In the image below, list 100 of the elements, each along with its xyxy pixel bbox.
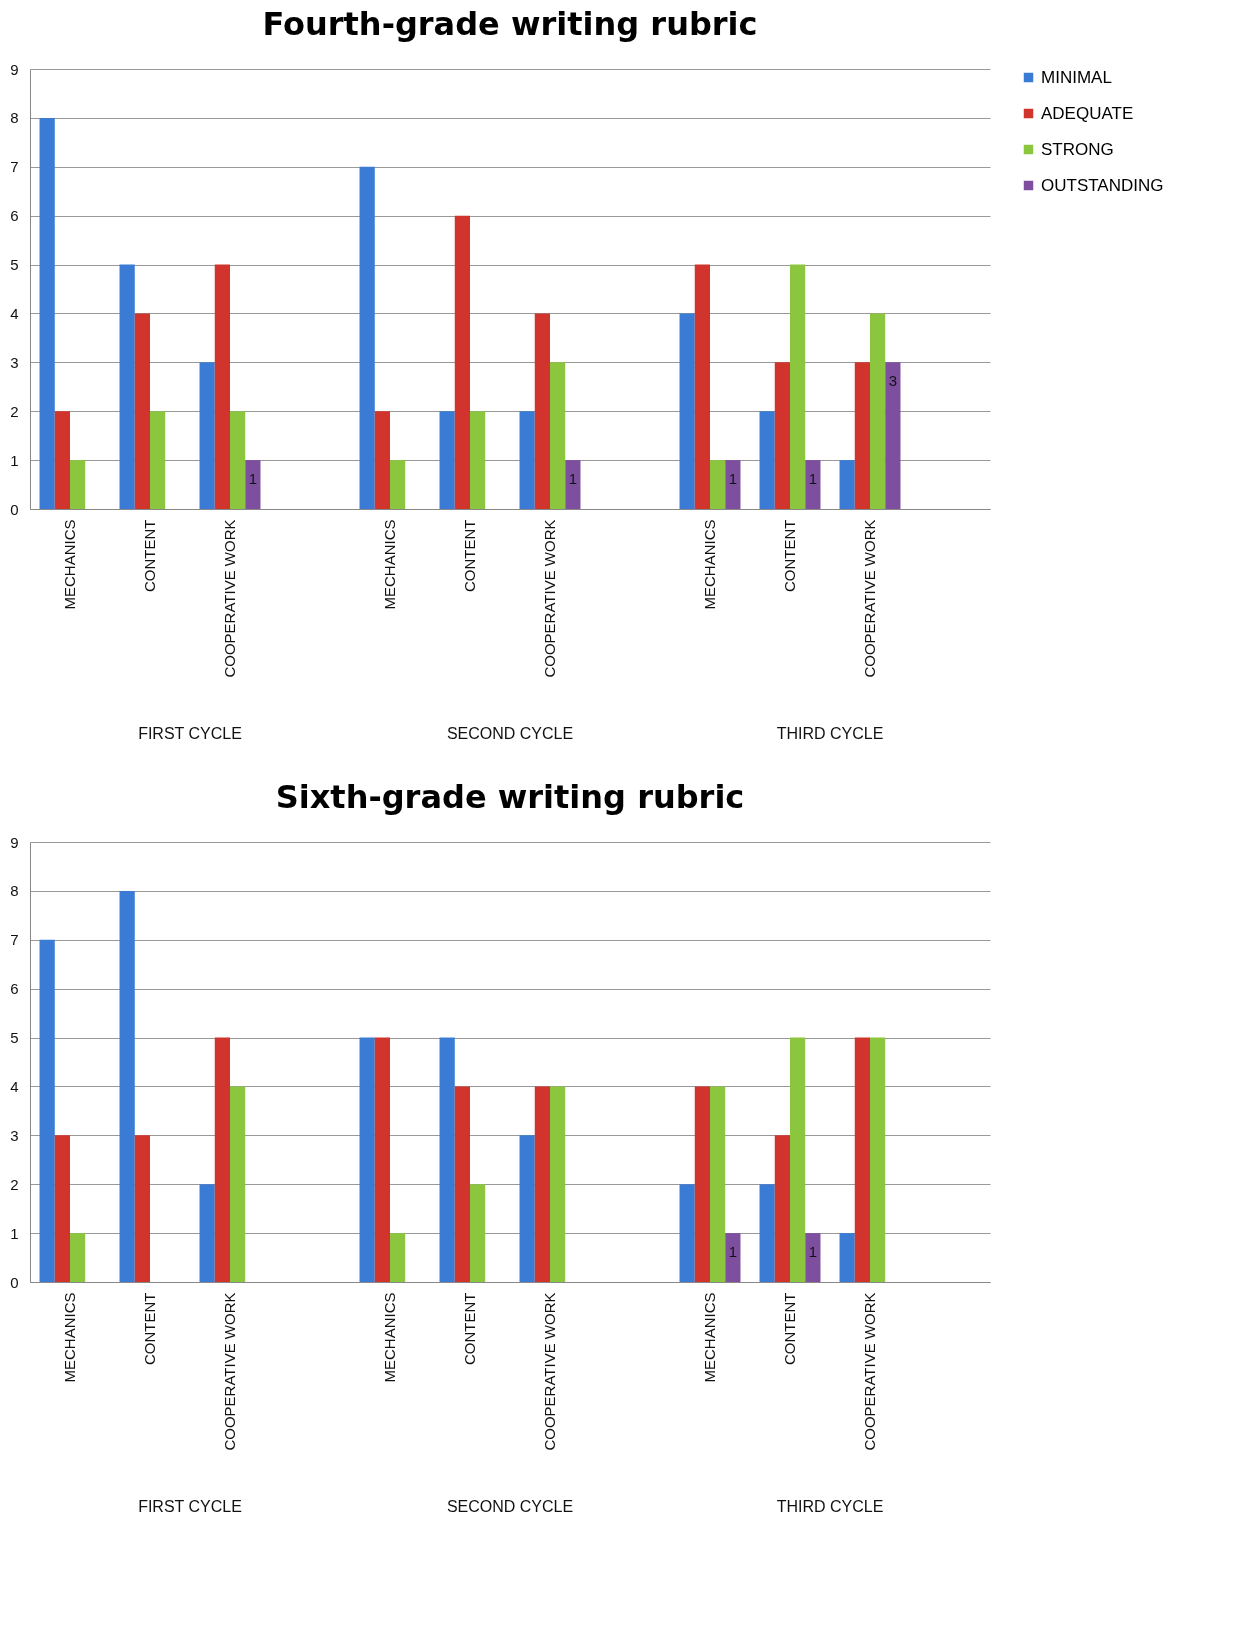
bar <box>39 117 55 509</box>
y-tick-label: 6 <box>10 980 19 998</box>
bar <box>439 411 455 509</box>
bar <box>885 362 901 509</box>
bar <box>119 890 135 1282</box>
bar <box>199 362 215 509</box>
legend-label: OUTSTANDING <box>1041 175 1164 195</box>
bar <box>679 313 695 509</box>
x-tick-label: MECHANICS <box>701 519 718 610</box>
bar <box>519 411 535 509</box>
x-tick-label: CONTENT <box>141 519 158 592</box>
bar <box>759 1184 775 1282</box>
bar <box>565 460 581 509</box>
bar <box>534 313 550 509</box>
data-label: 1 <box>808 1243 818 1261</box>
bar <box>470 1184 486 1282</box>
bar <box>390 1233 406 1282</box>
bar <box>374 411 390 509</box>
x-tick-label: MECHANICS <box>381 519 398 610</box>
x-tick-label: MECHANICS <box>61 1292 78 1383</box>
bar <box>54 411 70 509</box>
x-tick-label: CONTENT <box>141 1292 158 1365</box>
bar <box>774 362 790 509</box>
bar <box>454 215 470 509</box>
bar <box>470 411 486 509</box>
bar <box>790 264 806 509</box>
x-tick-label: MECHANICS <box>61 519 78 610</box>
bar <box>854 362 870 509</box>
x-tick-label: COOPERATIVE WORK <box>541 1292 558 1451</box>
bar <box>230 1086 246 1282</box>
bar <box>839 1233 855 1282</box>
bar <box>39 939 55 1282</box>
bar <box>214 264 230 509</box>
bar <box>454 1086 470 1282</box>
data-label: 3 <box>888 372 898 390</box>
data-label: 1 <box>728 470 738 488</box>
text: SECOND CYCLE <box>446 725 574 742</box>
bar <box>759 411 775 509</box>
y-tick-label: 5 <box>10 1029 19 1047</box>
bar <box>374 1037 390 1282</box>
x-tick-label: COOPERATIVE WORK <box>541 519 558 678</box>
bar <box>725 460 741 509</box>
y-tick-label: 3 <box>10 353 19 371</box>
bar <box>679 1184 695 1282</box>
data-label: 1 <box>808 470 818 488</box>
x-tick-label: COOPERATIVE WORK <box>221 519 238 678</box>
legend-label: STRONG <box>1041 139 1114 159</box>
bar <box>134 313 150 509</box>
bar <box>710 460 726 509</box>
bar <box>359 166 375 509</box>
bar <box>70 1233 86 1282</box>
bar <box>439 1037 455 1282</box>
x-tick-label: COOPERATIVE WORK <box>861 1292 878 1451</box>
bar <box>694 1086 710 1282</box>
data-label: 1 <box>248 470 258 488</box>
x-tick-label: CONTENT <box>461 519 478 592</box>
bar <box>870 313 886 509</box>
bar <box>70 460 86 509</box>
y-tick-label: 5 <box>10 256 19 274</box>
bar <box>245 460 261 509</box>
text: THIRD CYCLE <box>776 725 884 742</box>
y-tick-label: 9 <box>10 60 19 78</box>
text: THIRD CYCLE <box>776 1498 884 1515</box>
bar <box>390 460 406 509</box>
x-tick-label: COOPERATIVE WORK <box>221 1292 238 1451</box>
x-tick-label: MECHANICS <box>381 1292 398 1383</box>
bar <box>774 1135 790 1282</box>
y-tick-label: 0 <box>10 500 19 518</box>
y-tick-label: 4 <box>10 304 19 322</box>
bar <box>550 1086 566 1282</box>
bar <box>870 1037 886 1282</box>
x-tick-label: CONTENT <box>461 1292 478 1365</box>
bar <box>119 264 135 509</box>
bar <box>199 1184 215 1282</box>
legend-label: MINIMAL <box>1041 67 1112 87</box>
data-label: 1 <box>568 470 578 488</box>
y-tick-label: 1 <box>10 451 19 469</box>
bar <box>519 1135 535 1282</box>
chart-title: Sixth-grade writing rubric <box>275 778 745 816</box>
x-tick-label: COOPERATIVE WORK <box>861 519 878 678</box>
bar <box>150 411 166 509</box>
bar <box>54 1135 70 1282</box>
x-tick-label: CONTENT <box>781 1292 798 1365</box>
text: SECOND CYCLE <box>446 1498 574 1515</box>
text: FIRST CYCLE <box>138 725 242 742</box>
y-tick-label: 8 <box>10 109 19 127</box>
legend-label: ADEQUATE <box>1041 103 1134 123</box>
x-tick-label: MECHANICS <box>701 1292 718 1383</box>
bar <box>694 264 710 509</box>
bar <box>805 1233 821 1282</box>
text: FIRST CYCLE <box>138 1498 242 1515</box>
bar <box>534 1086 550 1282</box>
bar <box>214 1037 230 1282</box>
x-tick-label: CONTENT <box>781 519 798 592</box>
bar <box>710 1086 726 1282</box>
y-tick-label: 8 <box>10 882 19 900</box>
bar <box>550 362 566 509</box>
y-tick-label: 1 <box>10 1224 19 1242</box>
bar <box>359 1037 375 1282</box>
bar <box>854 1037 870 1282</box>
